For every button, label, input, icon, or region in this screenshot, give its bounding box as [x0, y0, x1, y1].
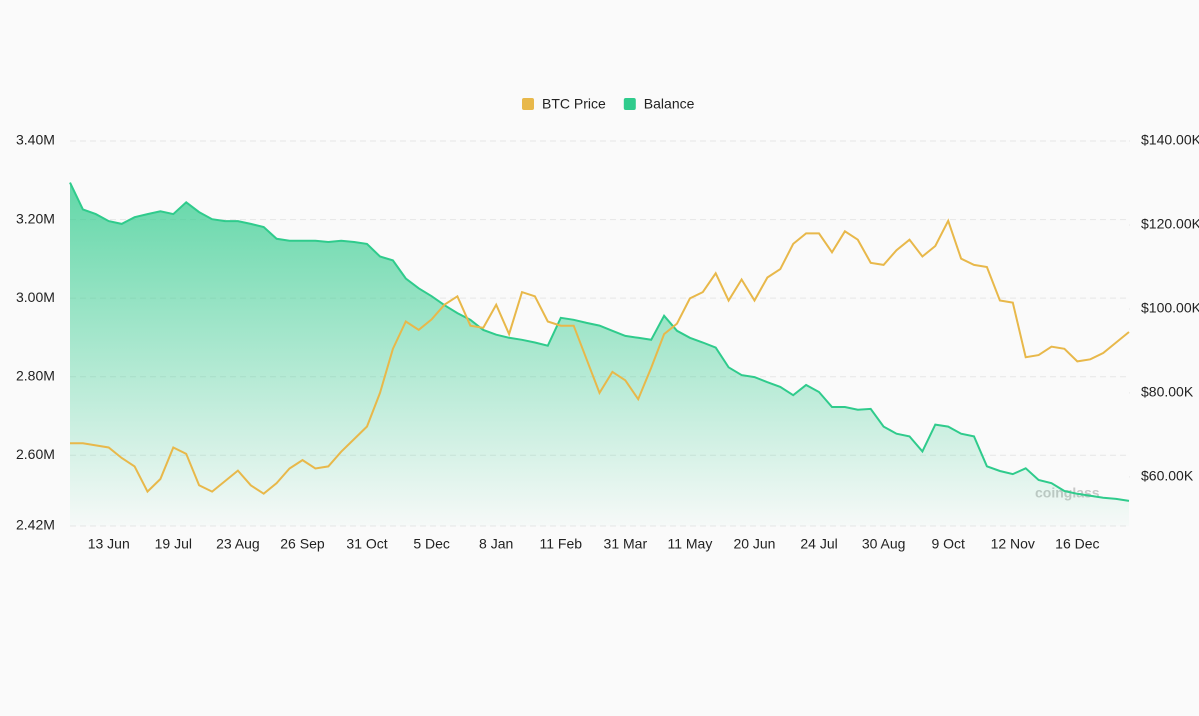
x-tick-label: 16 Dec — [1055, 536, 1099, 552]
line — [70, 218, 1130, 495]
legend-swatch — [522, 98, 534, 110]
y2-tick-label: $100.00K — [1141, 300, 1199, 316]
x-tick-label: 19 Jul — [155, 536, 192, 552]
y-tick-label: 3.00M — [16, 289, 55, 305]
area — [70, 182, 1129, 526]
y2-tick-label: $120.00K — [1141, 216, 1199, 232]
x-tick-label: 26 Sep — [280, 536, 325, 552]
y2-tick-label: $80.00K — [1141, 384, 1194, 400]
legend-label: Balance — [644, 96, 695, 112]
x-tick-label: 9 Oct — [931, 536, 965, 552]
x-tick-label: 8 Jan — [479, 536, 513, 552]
y2-tick-label: $140.00K — [1141, 132, 1199, 148]
x-tick-label: 13 Jun — [88, 536, 130, 552]
y-tick-label: 2.60M — [16, 446, 55, 462]
x-tick-label: 23 Aug — [216, 536, 260, 552]
x-tick-label: 12 Nov — [991, 536, 1035, 552]
x-tick-label: 31 Mar — [604, 536, 648, 552]
y-tick-label: 2.42M — [16, 517, 55, 533]
y2-tick-label: $60.00K — [1141, 468, 1194, 484]
y-tick-label: 3.20M — [16, 210, 55, 226]
legend-swatch — [623, 98, 636, 110]
x-tick-label: 24 Jul — [800, 536, 837, 552]
x-tick-label: 31 Oct — [346, 536, 387, 552]
x-tick-label: 11 Feb — [539, 536, 582, 552]
y-tick-label: 2.80M — [16, 367, 55, 383]
legend-label: BTC Price — [542, 96, 606, 112]
y-tick-label: 3.40M — [16, 132, 55, 148]
line — [69, 182, 1130, 502]
x-tick-label: 20 Jun — [733, 536, 775, 552]
x-tick-label: 5 Dec — [413, 536, 450, 552]
x-tick-label: 30 Aug — [862, 536, 906, 552]
x-tick-label: 11 May — [667, 536, 712, 552]
